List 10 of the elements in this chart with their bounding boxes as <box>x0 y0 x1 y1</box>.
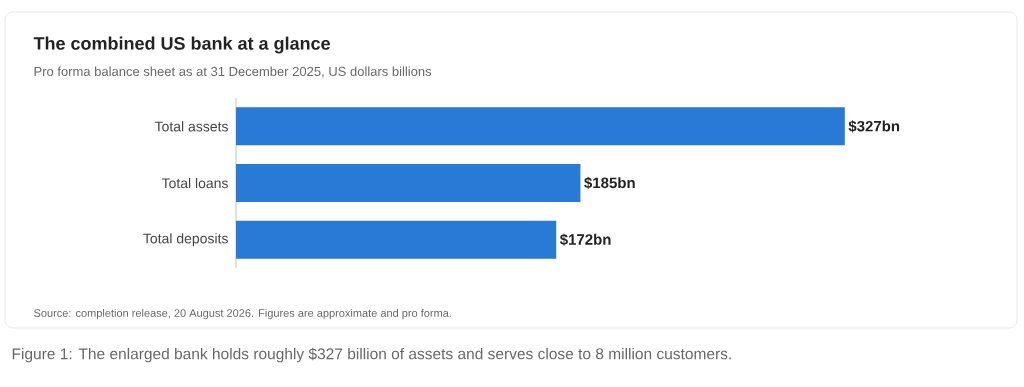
chart-subtitle: Pro forma balance sheet as at 31 December 2025, US dollars billions <box>34 66 432 78</box>
chart-title: The combined US bank at a glance <box>33 36 330 54</box>
caption: Figure 1: The enlarged bank holds roughly $327 billion of assets and serves close to 8 million customers. <box>12 347 731 363</box>
data-label: $327bn <box>848 120 900 133</box>
y-tick-label: Total loans <box>161 177 228 189</box>
y-tick-label: Total deposits <box>143 233 228 247</box>
y-tick-label: Total assets <box>154 121 228 132</box>
source-note: Source: completion release, 20 August 2026. Figures are approximate and pro forma. <box>34 308 451 320</box>
data-label: $185bn <box>584 176 635 190</box>
data-label: $172bn <box>559 233 611 246</box>
